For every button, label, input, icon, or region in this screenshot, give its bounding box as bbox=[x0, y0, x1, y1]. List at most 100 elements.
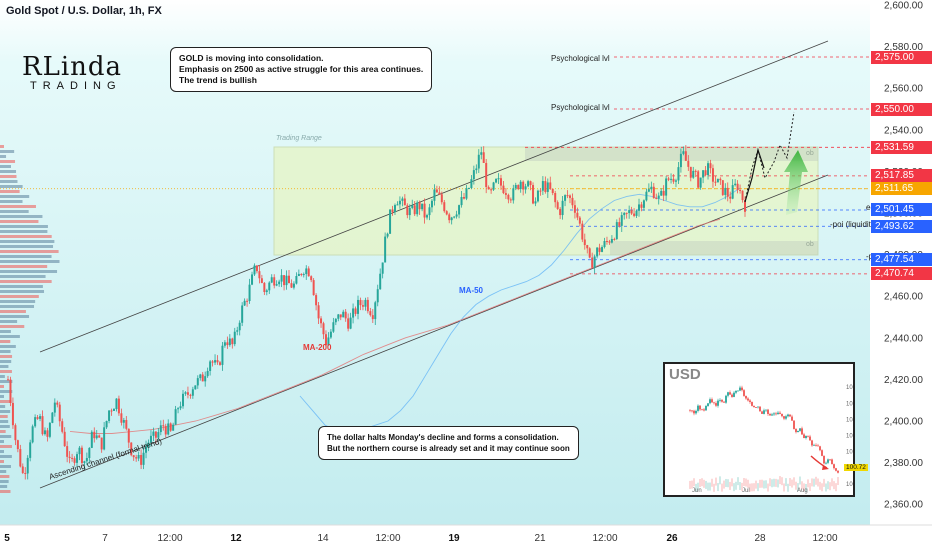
candle-body bbox=[586, 245, 589, 249]
candle-body bbox=[167, 423, 170, 435]
x-tick-label: 5 bbox=[4, 533, 10, 544]
inset-volume-bar bbox=[805, 483, 807, 492]
candle-body bbox=[687, 160, 690, 167]
candle-body bbox=[231, 338, 234, 345]
candle-body bbox=[527, 181, 530, 187]
candle-body bbox=[169, 423, 172, 431]
inset-candle-body bbox=[803, 434, 805, 439]
candle-body bbox=[598, 247, 601, 252]
candle-body bbox=[596, 247, 599, 257]
candle-body bbox=[554, 193, 557, 203]
volume-profile-bar bbox=[0, 485, 8, 488]
volume-profile-bar bbox=[0, 180, 18, 183]
inset-volume-bar bbox=[749, 483, 751, 492]
candle-body bbox=[571, 197, 574, 206]
candle-body bbox=[694, 170, 697, 172]
candle-body bbox=[199, 374, 202, 379]
inset-volume-bar bbox=[801, 481, 803, 490]
candle-body bbox=[251, 274, 254, 285]
inset-candle-body bbox=[781, 413, 783, 417]
candle-body bbox=[472, 170, 475, 180]
candle-body bbox=[297, 273, 300, 277]
inset-volume-bar bbox=[693, 478, 695, 487]
inset-volume-bar bbox=[797, 483, 799, 492]
inset-volume-bar bbox=[835, 483, 837, 492]
inset-candle-body bbox=[783, 416, 785, 419]
inset-volume-bar bbox=[747, 479, 749, 488]
psych-level-label-1: Psychological lvl bbox=[551, 54, 610, 63]
inset-y-tick: 104.00 bbox=[846, 417, 853, 423]
candle-body bbox=[140, 455, 143, 465]
candle-body bbox=[497, 178, 500, 180]
candle-body bbox=[615, 222, 618, 240]
gold-callout-line-3: The trend is bullish bbox=[179, 75, 257, 85]
candle-body bbox=[699, 177, 702, 188]
candle-body bbox=[430, 200, 433, 208]
candle-body bbox=[398, 200, 401, 205]
candle-body bbox=[667, 178, 670, 180]
poi-liquidity-label: -poi (liquidity) bbox=[830, 220, 878, 229]
ma200-label: MA-200 bbox=[303, 343, 332, 352]
x-tick-label: 12:00 bbox=[592, 533, 617, 544]
inset-volume-bar bbox=[709, 482, 711, 491]
inset-volume-bar bbox=[769, 478, 771, 487]
volume-profile-bar bbox=[0, 475, 10, 478]
inset-volume-bar bbox=[809, 483, 811, 492]
candle-body bbox=[440, 194, 443, 203]
inset-candle-body bbox=[813, 444, 815, 446]
candle-body bbox=[63, 431, 66, 447]
candle-body bbox=[324, 334, 327, 346]
inset-y-tick: 105.00 bbox=[846, 401, 853, 407]
inset-candle-body bbox=[779, 412, 781, 414]
inset-candle-body bbox=[835, 468, 837, 471]
candle-body bbox=[211, 361, 214, 363]
candle-body bbox=[458, 205, 461, 215]
inset-candle-body bbox=[785, 416, 787, 419]
candle-body bbox=[418, 202, 421, 210]
candle-body bbox=[300, 273, 303, 275]
inset-candle-body bbox=[807, 435, 809, 437]
candle-body bbox=[204, 376, 207, 382]
inset-volume-bar bbox=[689, 480, 691, 489]
candle-body bbox=[588, 248, 591, 258]
candle-body bbox=[98, 435, 101, 438]
candle-body bbox=[724, 187, 727, 195]
candle-body bbox=[209, 361, 212, 371]
candle-body bbox=[26, 457, 29, 474]
candle-body bbox=[24, 472, 27, 474]
inset-candle-body bbox=[747, 398, 749, 401]
candle-body bbox=[246, 300, 249, 302]
candle-body bbox=[650, 186, 653, 190]
candle-body bbox=[258, 271, 261, 279]
candle-body bbox=[56, 402, 59, 405]
volume-profile-bar bbox=[0, 370, 12, 373]
inset-volume-bar bbox=[831, 478, 833, 487]
candle-body bbox=[428, 207, 431, 216]
candle-body bbox=[504, 193, 507, 195]
inset-candle-body bbox=[717, 400, 719, 406]
volume-profile-bar bbox=[0, 145, 4, 148]
candle-body bbox=[381, 262, 384, 274]
gold-callout-line-1: GOLD is moving into consolidation. bbox=[179, 53, 324, 63]
candle-body bbox=[135, 457, 138, 459]
volume-profile-bar bbox=[0, 440, 4, 443]
bullish-arrow bbox=[784, 150, 808, 215]
y-tick-label: 2,460.00 bbox=[884, 292, 923, 303]
candle-body bbox=[248, 284, 251, 302]
chart-title: Gold Spot / U.S. Dollar, 1h, FX bbox=[6, 5, 162, 17]
candle-body bbox=[312, 280, 315, 296]
candle-body bbox=[443, 202, 446, 212]
candle-body bbox=[578, 217, 581, 224]
inset-y-tick: 102.00 bbox=[846, 450, 853, 456]
candle-body bbox=[475, 168, 478, 171]
inset-volume-bar bbox=[717, 483, 719, 492]
inset-x-tick: Jun bbox=[692, 488, 702, 494]
ma50-line bbox=[299, 187, 741, 432]
candle-body bbox=[689, 166, 692, 178]
candle-body bbox=[238, 322, 241, 331]
inset-volume-bar bbox=[827, 481, 829, 490]
y-tick-label: 2,440.00 bbox=[884, 333, 923, 344]
inset-volume-bar bbox=[785, 478, 787, 487]
x-tick-label: 19 bbox=[448, 533, 460, 544]
candle-body bbox=[149, 435, 152, 443]
